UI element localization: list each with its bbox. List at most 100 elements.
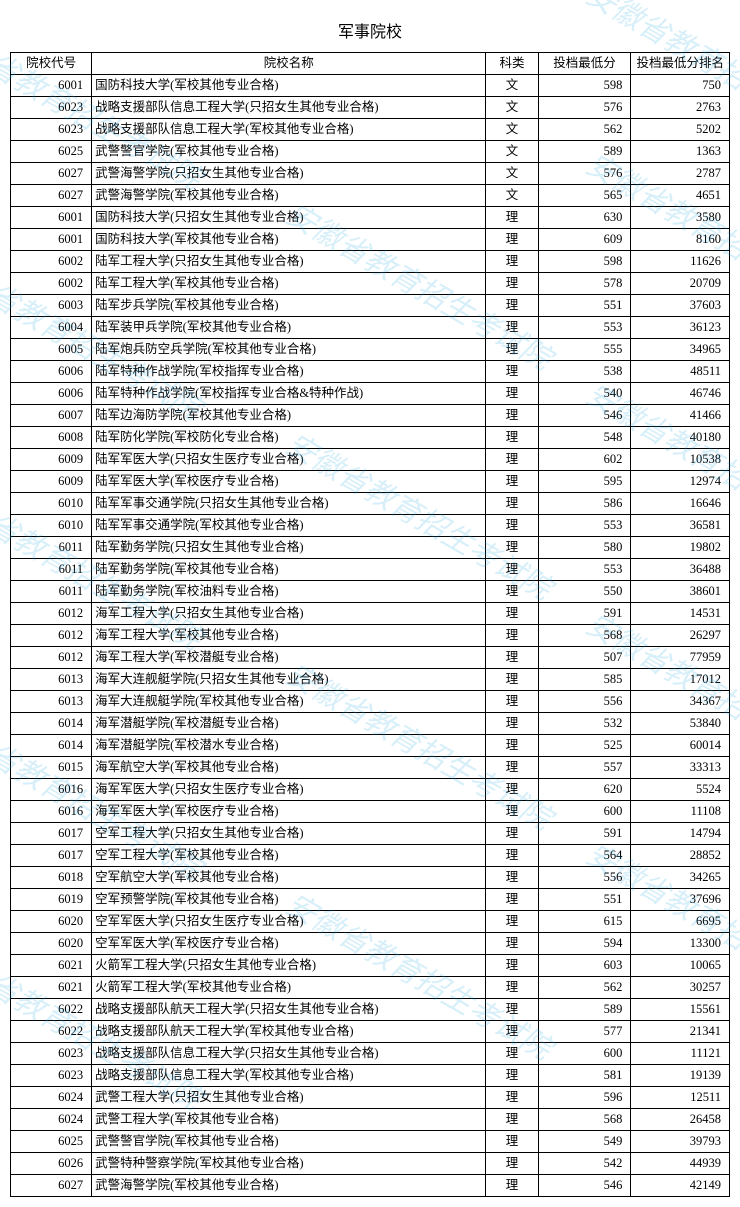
cell-code: 6024 — [11, 1109, 92, 1131]
cell-rank: 30257 — [631, 977, 730, 999]
cell-code: 6018 — [11, 867, 92, 889]
cell-cat: 理 — [486, 977, 538, 999]
cell-score: 551 — [538, 889, 631, 911]
cell-code: 6003 — [11, 295, 92, 317]
table-row: 6001国防科技大学(只招女生其他专业合格)理6303580 — [11, 207, 730, 229]
cell-score: 580 — [538, 537, 631, 559]
table-row: 6011陆军勤务学院(军校油料专业合格)理55038601 — [11, 581, 730, 603]
cell-score: 568 — [538, 625, 631, 647]
cell-score: 507 — [538, 647, 631, 669]
cell-name: 海军工程大学(只招女生其他专业合格) — [92, 603, 486, 625]
table-row: 6016海军军医大学(军校医疗专业合格)理60011108 — [11, 801, 730, 823]
cell-cat: 理 — [486, 647, 538, 669]
cell-score: 565 — [538, 185, 631, 207]
cell-name: 海军潜艇学院(军校潜艇专业合格) — [92, 713, 486, 735]
cell-name: 陆军特种作战学院(军校指挥专业合格&特种作战) — [92, 383, 486, 405]
cell-code: 6008 — [11, 427, 92, 449]
cell-rank: 17012 — [631, 669, 730, 691]
cell-name: 陆军勤务学院(只招女生其他专业合格) — [92, 537, 486, 559]
cell-code: 6027 — [11, 185, 92, 207]
cell-cat: 理 — [486, 383, 538, 405]
cell-rank: 21341 — [631, 1021, 730, 1043]
cell-score: 594 — [538, 933, 631, 955]
table-row: 6019空军预警学院(军校其他专业合格)理55137696 — [11, 889, 730, 911]
cell-score: 555 — [538, 339, 631, 361]
cell-name: 武警工程大学(只招女生其他专业合格) — [92, 1087, 486, 1109]
cell-name: 国防科技大学(军校其他专业合格) — [92, 229, 486, 251]
cell-code: 6012 — [11, 603, 92, 625]
cell-score: 602 — [538, 449, 631, 471]
table-row: 6010陆军军事交通学院(只招女生其他专业合格)理58616646 — [11, 493, 730, 515]
cell-name: 陆军勤务学院(军校油料专业合格) — [92, 581, 486, 603]
cell-code: 6014 — [11, 735, 92, 757]
cell-name: 陆军军事交通学院(只招女生其他专业合格) — [92, 493, 486, 515]
table-row: 6001国防科技大学(军校其他专业合格)理6098160 — [11, 229, 730, 251]
cell-code: 6010 — [11, 515, 92, 537]
cell-code: 6002 — [11, 251, 92, 273]
cell-rank: 41466 — [631, 405, 730, 427]
cell-rank: 5524 — [631, 779, 730, 801]
cell-cat: 理 — [486, 669, 538, 691]
cell-rank: 38601 — [631, 581, 730, 603]
cell-code: 6017 — [11, 845, 92, 867]
cell-code: 6006 — [11, 361, 92, 383]
cell-cat: 理 — [486, 515, 538, 537]
cell-cat: 理 — [486, 1175, 538, 1197]
col-cat: 科类 — [486, 53, 538, 75]
cell-code: 6012 — [11, 625, 92, 647]
cell-cat: 理 — [486, 229, 538, 251]
cell-rank: 37603 — [631, 295, 730, 317]
cell-score: 576 — [538, 97, 631, 119]
cell-code: 6019 — [11, 889, 92, 911]
cell-cat: 理 — [486, 361, 538, 383]
cell-name: 陆军勤务学院(军校其他专业合格) — [92, 559, 486, 581]
cell-rank: 19139 — [631, 1065, 730, 1087]
page-title: 军事院校 — [10, 18, 730, 42]
cell-rank: 10065 — [631, 955, 730, 977]
table-row: 6015海军航空大学(军校其他专业合格)理55733313 — [11, 757, 730, 779]
cell-code: 6021 — [11, 977, 92, 999]
cell-score: 598 — [538, 251, 631, 273]
table-row: 6010陆军军事交通学院(军校其他专业合格)理55336581 — [11, 515, 730, 537]
cell-cat: 理 — [486, 955, 538, 977]
cell-score: 553 — [538, 515, 631, 537]
cell-score: 568 — [538, 1109, 631, 1131]
cell-code: 6023 — [11, 1043, 92, 1065]
table-row: 6006陆军特种作战学院(军校指挥专业合格)理53848511 — [11, 361, 730, 383]
cell-name: 空军航空大学(军校其他专业合格) — [92, 867, 486, 889]
cell-name: 武警特种警察学院(军校其他专业合格) — [92, 1153, 486, 1175]
table-row: 6024武警工程大学(只招女生其他专业合格)理59612511 — [11, 1087, 730, 1109]
cell-cat: 理 — [486, 1131, 538, 1153]
cell-name: 海军航空大学(军校其他专业合格) — [92, 757, 486, 779]
cell-cat: 理 — [486, 493, 538, 515]
cell-score: 540 — [538, 383, 631, 405]
cell-code: 6016 — [11, 801, 92, 823]
cell-cat: 文 — [486, 97, 538, 119]
cell-score: 546 — [538, 1175, 631, 1197]
cell-code: 6017 — [11, 823, 92, 845]
cell-cat: 理 — [486, 779, 538, 801]
cell-name: 战略支援部队信息工程大学(军校其他专业合格) — [92, 119, 486, 141]
cell-rank: 16646 — [631, 493, 730, 515]
cell-rank: 14531 — [631, 603, 730, 625]
table-row: 6020空军军医大学(军校医疗专业合格)理59413300 — [11, 933, 730, 955]
cell-rank: 10538 — [631, 449, 730, 471]
cell-name: 火箭军工程大学(只招女生其他专业合格) — [92, 955, 486, 977]
cell-name: 海军军医大学(军校医疗专业合格) — [92, 801, 486, 823]
cell-rank: 8160 — [631, 229, 730, 251]
cell-name: 空军工程大学(军校其他专业合格) — [92, 845, 486, 867]
cell-rank: 44939 — [631, 1153, 730, 1175]
cell-rank: 20709 — [631, 273, 730, 295]
cell-rank: 4651 — [631, 185, 730, 207]
cell-score: 615 — [538, 911, 631, 933]
table-row: 6023战略支援部队信息工程大学(军校其他专业合格)文5625202 — [11, 119, 730, 141]
cell-score: 548 — [538, 427, 631, 449]
cell-rank: 3580 — [631, 207, 730, 229]
cell-score: 581 — [538, 1065, 631, 1087]
cell-code: 6001 — [11, 229, 92, 251]
cell-rank: 37696 — [631, 889, 730, 911]
cell-score: 577 — [538, 1021, 631, 1043]
cell-cat: 理 — [486, 823, 538, 845]
table-row: 6027武警海警学院(军校其他专业合格)理54642149 — [11, 1175, 730, 1197]
cell-code: 6020 — [11, 911, 92, 933]
